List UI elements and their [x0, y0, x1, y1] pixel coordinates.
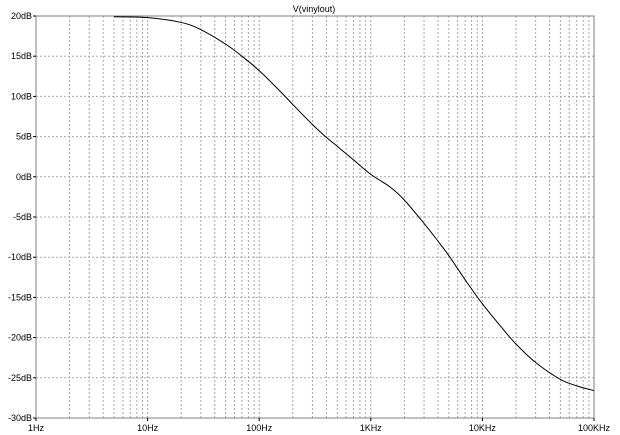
series-layer [113, 16, 595, 392]
y-tick-label: -30dB [8, 413, 32, 423]
plot-border [35, 15, 595, 419]
grid [36, 16, 594, 418]
x-tick-label: 10Hz [137, 423, 159, 433]
y-tick-label: 0dB [16, 172, 32, 182]
y-axis-ticks: 20dB 15dB 10dB 5dB 0dB -5dB -10dB -15dB -20dB -25… [8, 11, 36, 423]
x-tick-label: 100Hz [246, 423, 273, 433]
x-tick-label: 10KHz [469, 423, 497, 433]
y-tick-label: 15dB [11, 51, 32, 61]
x-tick-label: 1Hz [28, 423, 45, 433]
y-tick-label: -5dB [13, 212, 32, 222]
chart-title: V(vinylout) [293, 4, 336, 14]
y-tick-label: 10dB [11, 91, 32, 101]
y-tick-label: 20dB [11, 11, 32, 21]
series-line-vinylout [113, 16, 595, 392]
y-tick-label: -25dB [8, 373, 32, 383]
y-tick-label: -20dB [8, 333, 32, 343]
x-tick-label: 100KHz [578, 423, 611, 433]
x-axis-ticks: 1Hz 10Hz 100Hz 1KHz 10KHz 100KHz [28, 418, 611, 433]
x-tick-label: 1KHz [360, 423, 383, 433]
y-tick-label: -15dB [8, 292, 32, 302]
plot-frame [35, 15, 595, 419]
y-tick-label: -10dB [8, 252, 32, 262]
y-tick-label: 5dB [16, 132, 32, 142]
